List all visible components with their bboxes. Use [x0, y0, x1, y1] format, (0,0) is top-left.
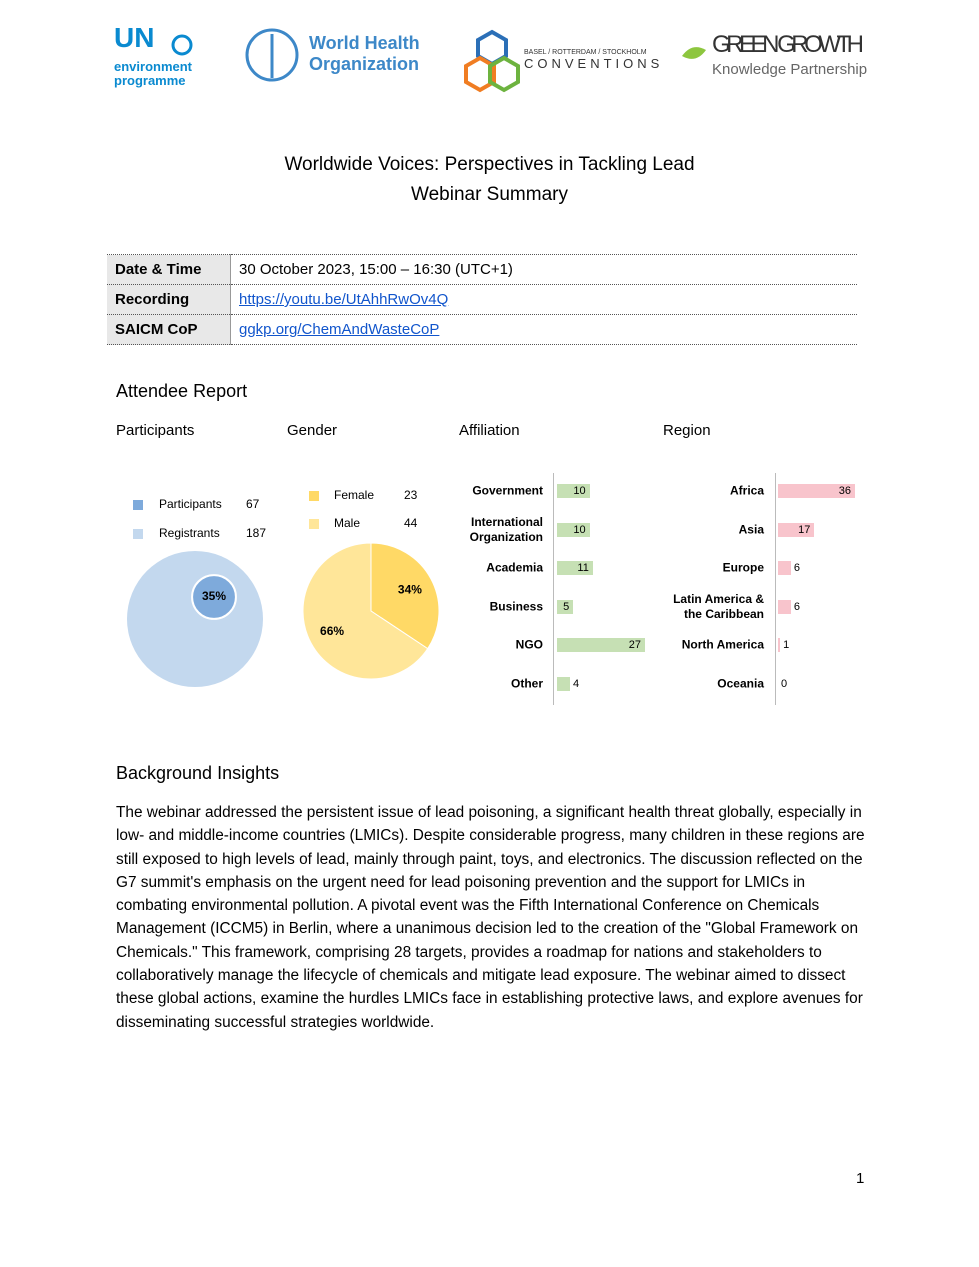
- cell: SAICM CoP: [107, 314, 231, 345]
- participants-chart: Participants 67 Registrants 187 35%: [127, 497, 266, 687]
- value-label: 6: [793, 562, 800, 575]
- value-label: 11: [577, 562, 589, 575]
- pie-label: 34%: [398, 582, 422, 596]
- legend-label: Male: [334, 516, 360, 530]
- legend-swatch: [309, 491, 319, 501]
- section-heading: Attendee Report: [116, 381, 248, 401]
- logo-text: CONVENTIONS: [524, 56, 663, 71]
- logo-strip: UN environment programme World Health Or…: [114, 22, 867, 93]
- chart-title: Participants: [116, 422, 195, 439]
- value-label: 27: [628, 639, 641, 652]
- value-label: 5: [563, 600, 570, 613]
- category-label: North America: [681, 637, 764, 652]
- logo-text: programme: [114, 73, 186, 88]
- bar: [557, 522, 590, 537]
- value-label: 10: [573, 485, 586, 497]
- legend-value: 67: [246, 497, 260, 511]
- bar: [778, 599, 791, 614]
- category-label: Asia: [738, 522, 764, 537]
- title: Worldwide Voices: Perspectives in Tackli…: [284, 154, 695, 175]
- circle: [191, 574, 237, 620]
- category-label: International Organization: [469, 514, 543, 544]
- logo-text: environment: [114, 59, 193, 74]
- logo-text: BASEL / ROTTERDAM / STOCKHOLM: [524, 49, 647, 56]
- legend-value: 44: [404, 516, 418, 530]
- cell: Recording: [107, 284, 231, 315]
- category-label: Oceania: [717, 676, 764, 691]
- logo-text: Organization: [309, 54, 419, 74]
- logo-text: GREEN GROWTH: [712, 31, 864, 58]
- category-label: Business: [489, 599, 543, 614]
- region-chart: Africa 36 Asia 17 Europe 6 Latin America & the…: [665, 473, 865, 705]
- info-table: Date & Time 30 October 2023, 15:00 – 16:3…: [107, 254, 857, 345]
- link[interactable]: https://youtu.be/UtAhhRwOv4Q: [239, 291, 449, 308]
- value-label: 6: [793, 600, 800, 613]
- legend-swatch: [133, 529, 143, 539]
- bar: [557, 484, 590, 498]
- legend-swatch: [309, 519, 319, 529]
- affiliation-chart: Government 10 International Organization 10…: [455, 473, 655, 705]
- legend-label: Female: [334, 488, 374, 502]
- axis-line: [775, 473, 776, 705]
- cell: 30 October 2023, 15:00 – 16:30 (UTC+1): [230, 254, 857, 285]
- logo-text: UN: [114, 22, 154, 53]
- value-label: 0: [781, 678, 788, 690]
- category-label: Other: [510, 676, 543, 691]
- logo-text: Knowledge Partnership: [712, 61, 867, 78]
- chart-title: Affiliation: [459, 422, 520, 439]
- bar: [557, 677, 571, 691]
- category-label: Africa: [729, 483, 764, 498]
- legend-label: Participants: [159, 497, 222, 511]
- axis-line: [553, 473, 554, 705]
- bar: [778, 484, 855, 498]
- value-label: 36: [838, 485, 851, 497]
- brs-emblem: [488, 55, 520, 93]
- page-number: 1: [856, 1170, 865, 1187]
- cell: ggkp.org/ChemAndWasteCoP: [230, 314, 857, 345]
- value-label: 17: [798, 523, 811, 536]
- circle-label: 35%: [202, 589, 226, 603]
- value-label: 4: [573, 678, 580, 690]
- legend-label: Registrants: [159, 526, 220, 540]
- paragraph: The webinar addressed the persistent iss…: [116, 804, 865, 1031]
- un-emblem: [171, 34, 193, 56]
- bar: [557, 561, 593, 576]
- bar: [778, 561, 791, 576]
- chart-title: Gender: [287, 422, 338, 439]
- value-label: 10: [573, 523, 586, 536]
- legend-value: 23: [404, 488, 418, 502]
- who-emblem: [245, 28, 299, 82]
- gender-chart: Female 23 Male 44 34% 66%: [302, 488, 440, 680]
- link[interactable]: ggkp.org/ChemAndWasteCoP: [239, 321, 440, 338]
- circle: [127, 551, 263, 687]
- chart-title: Region: [663, 422, 711, 439]
- bar: [557, 638, 645, 653]
- logo-text: World Health: [309, 33, 420, 53]
- category-label: NGO: [515, 637, 543, 652]
- section-heading: Background Insights: [116, 763, 280, 783]
- legend-swatch: [133, 500, 143, 510]
- bar: [557, 599, 574, 614]
- bar: [778, 638, 781, 653]
- category-label: Academia: [486, 560, 543, 575]
- ggkp-leaf: [682, 47, 706, 59]
- cell: https://youtu.be/UtAhhRwOv4Q: [230, 284, 857, 315]
- pie-slice: [302, 542, 429, 680]
- value-label: 1: [783, 639, 790, 652]
- legend-value: 187: [246, 526, 266, 540]
- pie-label: 66%: [320, 624, 344, 638]
- category-label: Government: [472, 483, 543, 498]
- category-label: Europe: [722, 560, 764, 575]
- cell: Date & Time: [107, 254, 231, 285]
- bar: [778, 522, 815, 537]
- subtitle: Webinar Summary: [411, 184, 568, 205]
- category-label: Latin America & the Caribbean: [673, 591, 764, 621]
